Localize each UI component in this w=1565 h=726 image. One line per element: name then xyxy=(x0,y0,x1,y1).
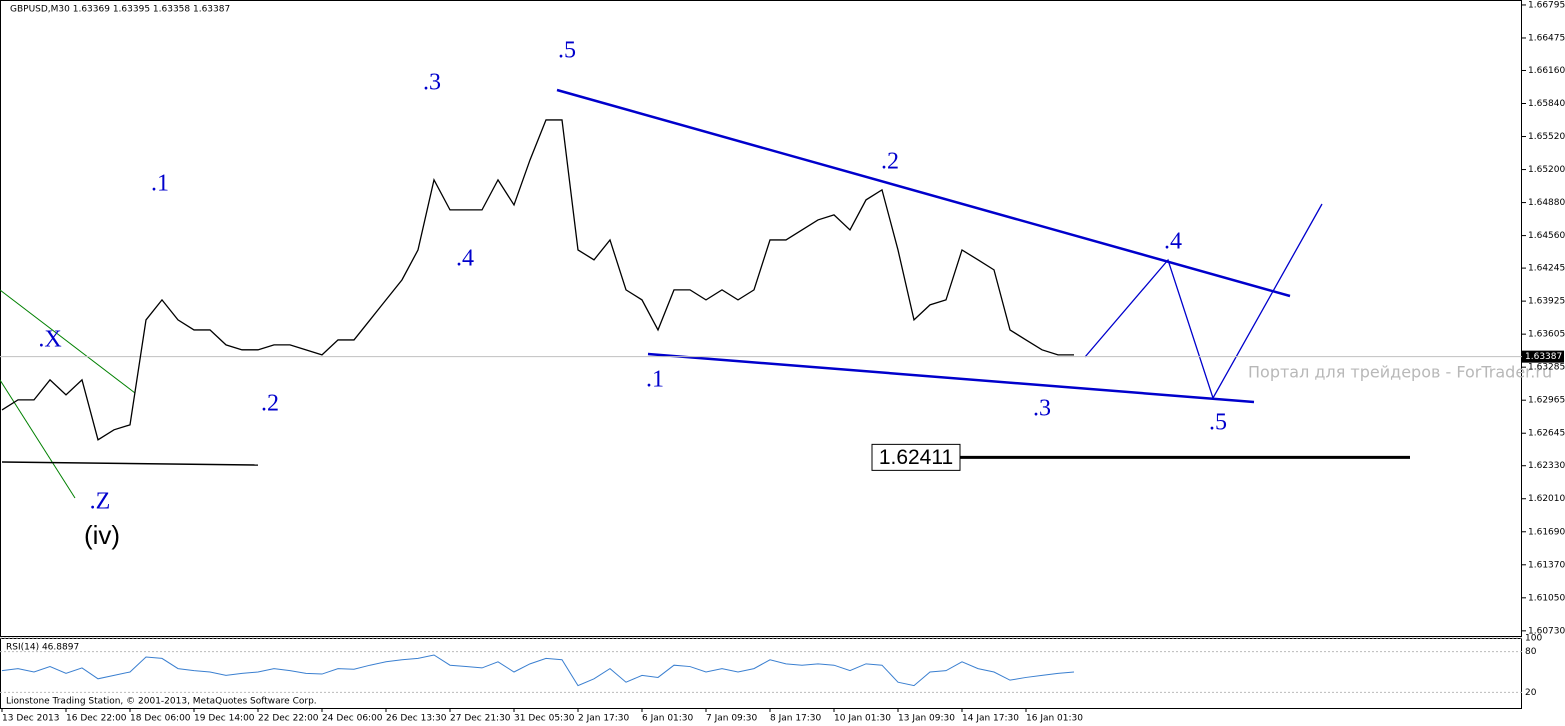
wave-label: .3 xyxy=(1033,396,1051,422)
x-tick-label: 10 Jan 01:30 xyxy=(834,714,891,724)
channel-line xyxy=(0,289,136,394)
y-tick-label: 1.64880 xyxy=(1528,198,1565,208)
x-tick-label: 8 Jan 17:30 xyxy=(770,714,822,724)
x-tick-label: 16 Jan 01:30 xyxy=(1026,714,1083,724)
chart-title: GBPUSD,M30 1.63369 1.63395 1.63358 1.633… xyxy=(10,5,230,15)
y-tick-label: 1.61370 xyxy=(1528,560,1565,570)
y-tick-label: 1.61690 xyxy=(1528,527,1565,537)
trendline xyxy=(556,88,1291,298)
x-tick-label: 13 Jan 09:30 xyxy=(898,714,955,724)
price-box xyxy=(1522,350,1564,363)
wave-label: .4 xyxy=(456,246,474,272)
trendline xyxy=(647,352,1255,404)
x-tick-label: 19 Dec 14:00 xyxy=(194,714,255,724)
wave-label: .1 xyxy=(151,171,169,197)
wave-label: .5 xyxy=(1209,410,1227,436)
y-tick-label: 1.63605 xyxy=(1528,330,1565,340)
y-tick-label: 1.63285 xyxy=(1528,363,1565,373)
x-tick-label: 26 Dec 13:30 xyxy=(386,714,447,724)
level-label: 1.62411 xyxy=(879,446,953,469)
x-tick-label: 16 Dec 22:00 xyxy=(66,714,127,724)
rsi-tick-label: 100 xyxy=(1525,634,1542,644)
wave-label: .4 xyxy=(1164,229,1182,255)
y-tick-label: 1.64245 xyxy=(1528,264,1565,274)
y-tick-label: 1.62330 xyxy=(1528,461,1565,471)
price-label: 1.63387 xyxy=(1525,352,1562,362)
x-tick-label: 18 Dec 06:00 xyxy=(130,714,191,724)
x-tick-label: 31 Dec 05:30 xyxy=(514,714,575,724)
x-tick-label: 6 Jan 01:30 xyxy=(642,714,694,724)
horizontal-line xyxy=(1,461,259,466)
y-tick-label: 1.65200 xyxy=(1528,165,1565,175)
wave-label: .Z xyxy=(90,489,111,515)
x-tick-label: 2 Jan 17:30 xyxy=(578,714,630,724)
wave-label: .1 xyxy=(646,367,664,393)
rsi-title: RSI(14) 46.8897 xyxy=(6,643,79,653)
y-tick-label: 1.62965 xyxy=(1528,396,1565,406)
wave-label: .3 xyxy=(423,70,441,96)
channel-line xyxy=(0,379,76,499)
y-tick-label: 1.65840 xyxy=(1528,99,1565,109)
y-tick-label: 1.62010 xyxy=(1528,494,1565,504)
rsi-tick-label: 80 xyxy=(1525,647,1537,657)
y-tick-label: 1.60730 xyxy=(1528,626,1565,636)
y-tick-label: 1.66795 xyxy=(1528,0,1565,10)
y-tick-label: 1.61050 xyxy=(1528,593,1565,603)
x-tick-label: 24 Dec 06:00 xyxy=(322,714,383,724)
wave-label: .5 xyxy=(558,38,576,64)
x-tick-label: 7 Jan 09:30 xyxy=(706,714,758,724)
x-tick-label: 27 Dec 21:30 xyxy=(450,714,511,724)
y-tick-label: 1.62645 xyxy=(1528,429,1565,439)
wave-label: (iv) xyxy=(84,520,120,550)
rsi-line xyxy=(1,654,1075,687)
y-tick-label: 1.65520 xyxy=(1528,132,1565,142)
footer: Lionstone Trading Station, © 2001-2013, … xyxy=(6,697,317,707)
price-line-series xyxy=(1,119,1074,441)
x-tick-label: 13 Dec 2013 xyxy=(2,714,60,724)
x-tick-label: 22 Dec 22:00 xyxy=(258,714,319,724)
y-tick-label: 1.63925 xyxy=(1528,297,1565,307)
level-box xyxy=(871,443,961,471)
wave-label: .X xyxy=(38,327,61,353)
y-tick-label: 1.66475 xyxy=(1528,33,1565,43)
rsi-tick-label: 20 xyxy=(1525,688,1537,698)
wave-label: .2 xyxy=(261,391,279,417)
wave-label: .2 xyxy=(881,149,899,175)
y-tick-label: 1.66160 xyxy=(1528,66,1565,76)
y-tick-label: 1.64560 xyxy=(1528,231,1565,241)
x-tick-label: 14 Jan 17:30 xyxy=(962,714,1019,724)
watermark: Портал для трейдеров - ForTrader.ru xyxy=(1248,363,1552,382)
projection xyxy=(1084,203,1323,400)
main-frame xyxy=(0,0,1522,637)
